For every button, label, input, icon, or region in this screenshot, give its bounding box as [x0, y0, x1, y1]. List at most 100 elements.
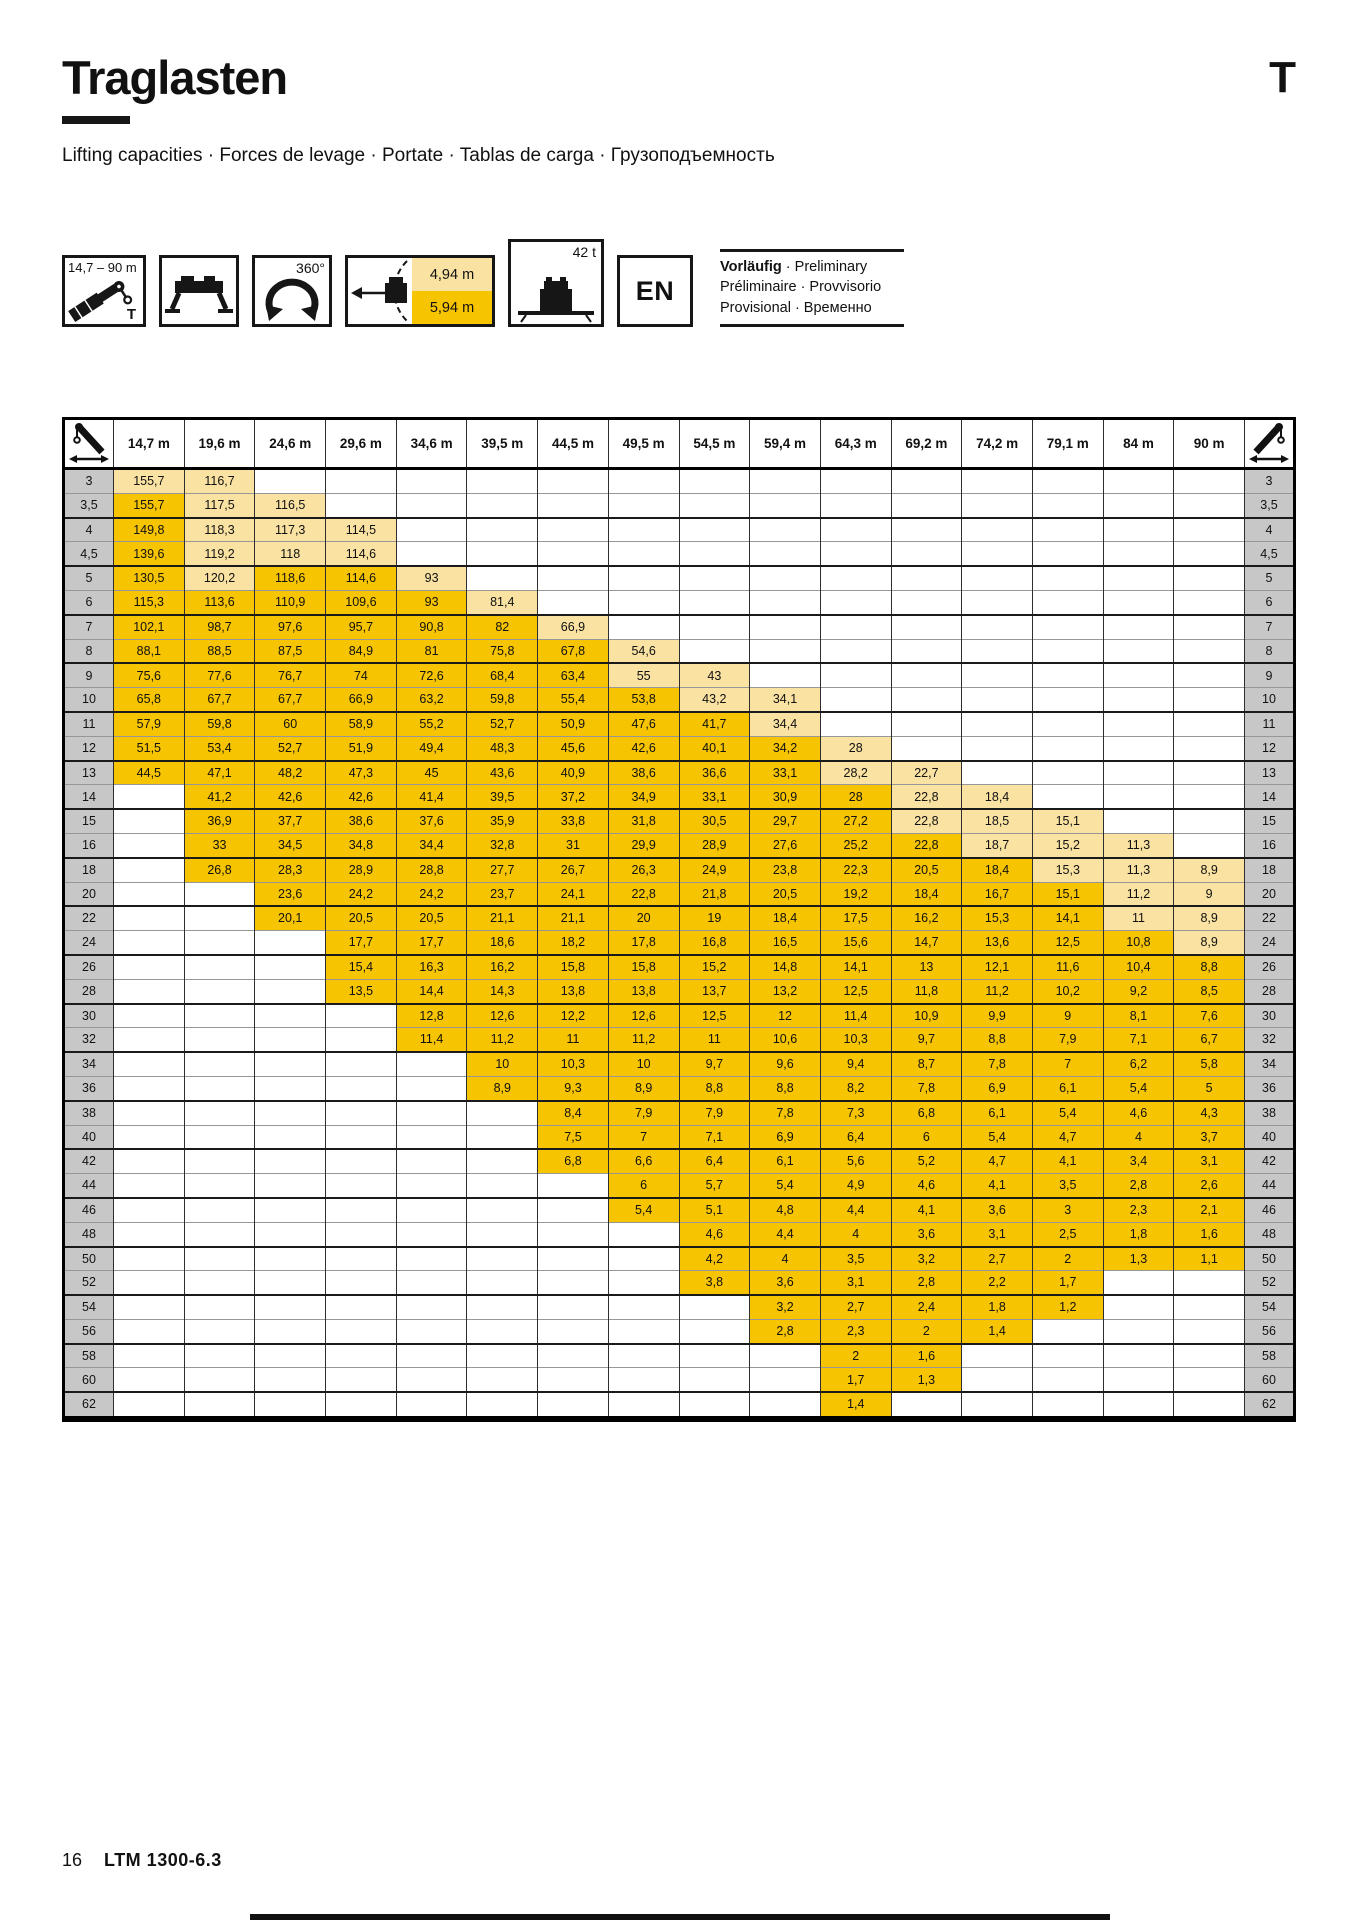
table-row-20: 20 23,6 24,2 24,2 23,7 24,1 22,8 21,8 20,5 19,2 18… — [63, 881, 1295, 907]
capacity-cell — [113, 1245, 185, 1271]
capacity-cell: 7,1 — [678, 1124, 750, 1150]
slewing-label: 360° — [296, 260, 325, 276]
capacity-cell: 4 — [749, 1245, 821, 1271]
table-row-22: 22 20,1 20,5 20,5 21,1 21,1 20 19 18,4 17,5 16,2 15… — [63, 905, 1295, 931]
table-row-7: 7 102,1 98,7 97,6 95,7 90,8 82 66,9 7 — [63, 613, 1295, 640]
capacity-cell: 65,8 — [113, 687, 185, 712]
capacity-cell — [325, 1027, 397, 1053]
capacity-cell: 7,6 — [1173, 1002, 1245, 1028]
table-row-48: 48 4,6 4,4 4 3,6 3,1 2,5 1,8 1,6 48 — [63, 1221, 1295, 1247]
radius-cell: 24 — [63, 930, 114, 955]
table-body: 3 155,7 116,7 3 3,5 155,7 117,5 116,5 3,5 4 149,8 1… — [63, 467, 1295, 1420]
capacity-cell: 5,1 — [678, 1196, 750, 1223]
capacity-cell: 2,8 — [890, 1270, 962, 1296]
capacity-cell — [537, 1270, 609, 1296]
capacity-cell — [819, 516, 892, 542]
capacity-cell: 16,3 — [395, 953, 467, 980]
capacity-cell — [183, 1173, 255, 1198]
outriggers-icon — [165, 276, 233, 313]
capacity-cell — [113, 1002, 185, 1028]
capacity-cell: 11,3 — [1102, 832, 1174, 858]
capacity-cell: 8,8 — [749, 1075, 821, 1101]
capacity-cell — [183, 1002, 255, 1028]
capacity-cell: 2,7 — [961, 1245, 1033, 1271]
capacity-cell: 40,9 — [537, 759, 609, 785]
capacity-cell: 13,7 — [678, 978, 750, 1004]
capacity-cell: 24,1 — [537, 881, 609, 907]
capacity-cell — [395, 1342, 467, 1368]
capacity-cell — [1173, 687, 1245, 712]
capacity-cell — [183, 1075, 255, 1101]
capacity-cell: 1,3 — [1102, 1245, 1174, 1271]
capacity-cell: 13,6 — [961, 930, 1033, 955]
capacity-cell — [678, 613, 750, 640]
capacity-cell: 24,2 — [325, 881, 397, 907]
boom-length-header-12: 74,2 m — [961, 418, 1033, 470]
capacity-cell: 59,8 — [466, 687, 538, 712]
capacity-cell: 24,2 — [395, 881, 467, 907]
capacity-cell — [395, 1099, 467, 1126]
capacity-cell: 88,5 — [183, 638, 255, 664]
capacity-cell: 12,5 — [819, 978, 892, 1004]
capacity-cell — [466, 1221, 538, 1247]
radius-cell: 12 — [63, 735, 114, 761]
capacity-cell: 7 — [1031, 1051, 1104, 1077]
capacity-cell — [183, 1342, 255, 1368]
capacity-cell — [1102, 516, 1174, 542]
capacity-cell — [254, 953, 326, 980]
capacity-cell — [819, 662, 892, 688]
capacity-cell — [961, 1342, 1033, 1368]
capacity-cell: 12,6 — [466, 1002, 538, 1028]
capacity-cell — [961, 710, 1033, 737]
capacity-cell: 50,9 — [537, 710, 609, 737]
capacity-cell — [113, 1367, 185, 1393]
capacity-cell — [325, 1051, 397, 1077]
capacity-cell: 1,8 — [961, 1294, 1033, 1320]
capacity-cell — [183, 1027, 255, 1053]
capacity-cell — [961, 662, 1033, 688]
capacity-cell — [254, 1027, 326, 1053]
capacity-cell: 5,4 — [749, 1173, 821, 1198]
capacity-cell: 31,8 — [607, 808, 679, 834]
capacity-cell: 14,7 — [890, 930, 962, 955]
table-row-24: 24 17,7 17,7 18,6 18,2 17,8 16,8 16,5 15,6 14,7 13… — [63, 930, 1295, 955]
capacity-cell — [183, 953, 255, 980]
capacity-cell — [890, 1391, 962, 1420]
capacity-cell: 38,6 — [325, 808, 397, 834]
capacity-cell: 14,1 — [1031, 905, 1104, 931]
capacity-cell — [183, 1294, 255, 1320]
boom-length-header-8: 54,5 m — [678, 418, 750, 470]
capacity-cell: 2,8 — [1102, 1173, 1174, 1198]
capacity-cell — [113, 930, 185, 955]
capacity-cell: 25,2 — [819, 832, 892, 858]
capacity-cell — [1173, 565, 1245, 591]
capacity-cell — [749, 1342, 821, 1368]
capacity-cell — [113, 1173, 185, 1198]
status-bold: Vorläufig — [720, 259, 782, 276]
capacity-cell — [1102, 710, 1174, 737]
radius-cell: 22 — [63, 905, 114, 931]
language-box: EN — [617, 255, 693, 327]
radius-cell: 9 — [63, 662, 114, 688]
capacity-cell: 117,3 — [254, 516, 326, 542]
table-row-56: 56 2,8 2,3 2 1,4 56 — [63, 1318, 1295, 1344]
capacity-cell — [466, 1099, 538, 1126]
capacity-cell: 3,1 — [961, 1221, 1033, 1247]
radius-boom-icon — [69, 423, 109, 463]
capacity-cell: 43 — [678, 662, 750, 688]
capacity-cell — [466, 467, 538, 494]
capacity-cell — [890, 662, 962, 688]
capacity-cell — [961, 565, 1033, 591]
page-title: Traglasten — [62, 51, 288, 104]
capacity-cell — [607, 1391, 679, 1420]
capacity-cell — [1102, 638, 1174, 664]
table-row-15: 15 36,9 37,7 38,6 37,6 35,9 33,8 31,8 30,5 29,7 27… — [63, 808, 1295, 834]
capacity-cell: 149,8 — [113, 516, 185, 542]
table-row-12: 12 51,5 53,4 52,7 51,9 49,4 48,3 45,6 42,6 40,1 34… — [63, 735, 1295, 761]
capacity-cell: 6 — [890, 1124, 962, 1150]
radius-cell: 62 — [63, 1391, 114, 1420]
capacity-cell: 9,7 — [890, 1027, 962, 1053]
capacity-cell: 10,6 — [749, 1027, 821, 1053]
capacity-cell: 24,9 — [678, 856, 750, 883]
capacity-cell: 4,4 — [819, 1196, 892, 1223]
